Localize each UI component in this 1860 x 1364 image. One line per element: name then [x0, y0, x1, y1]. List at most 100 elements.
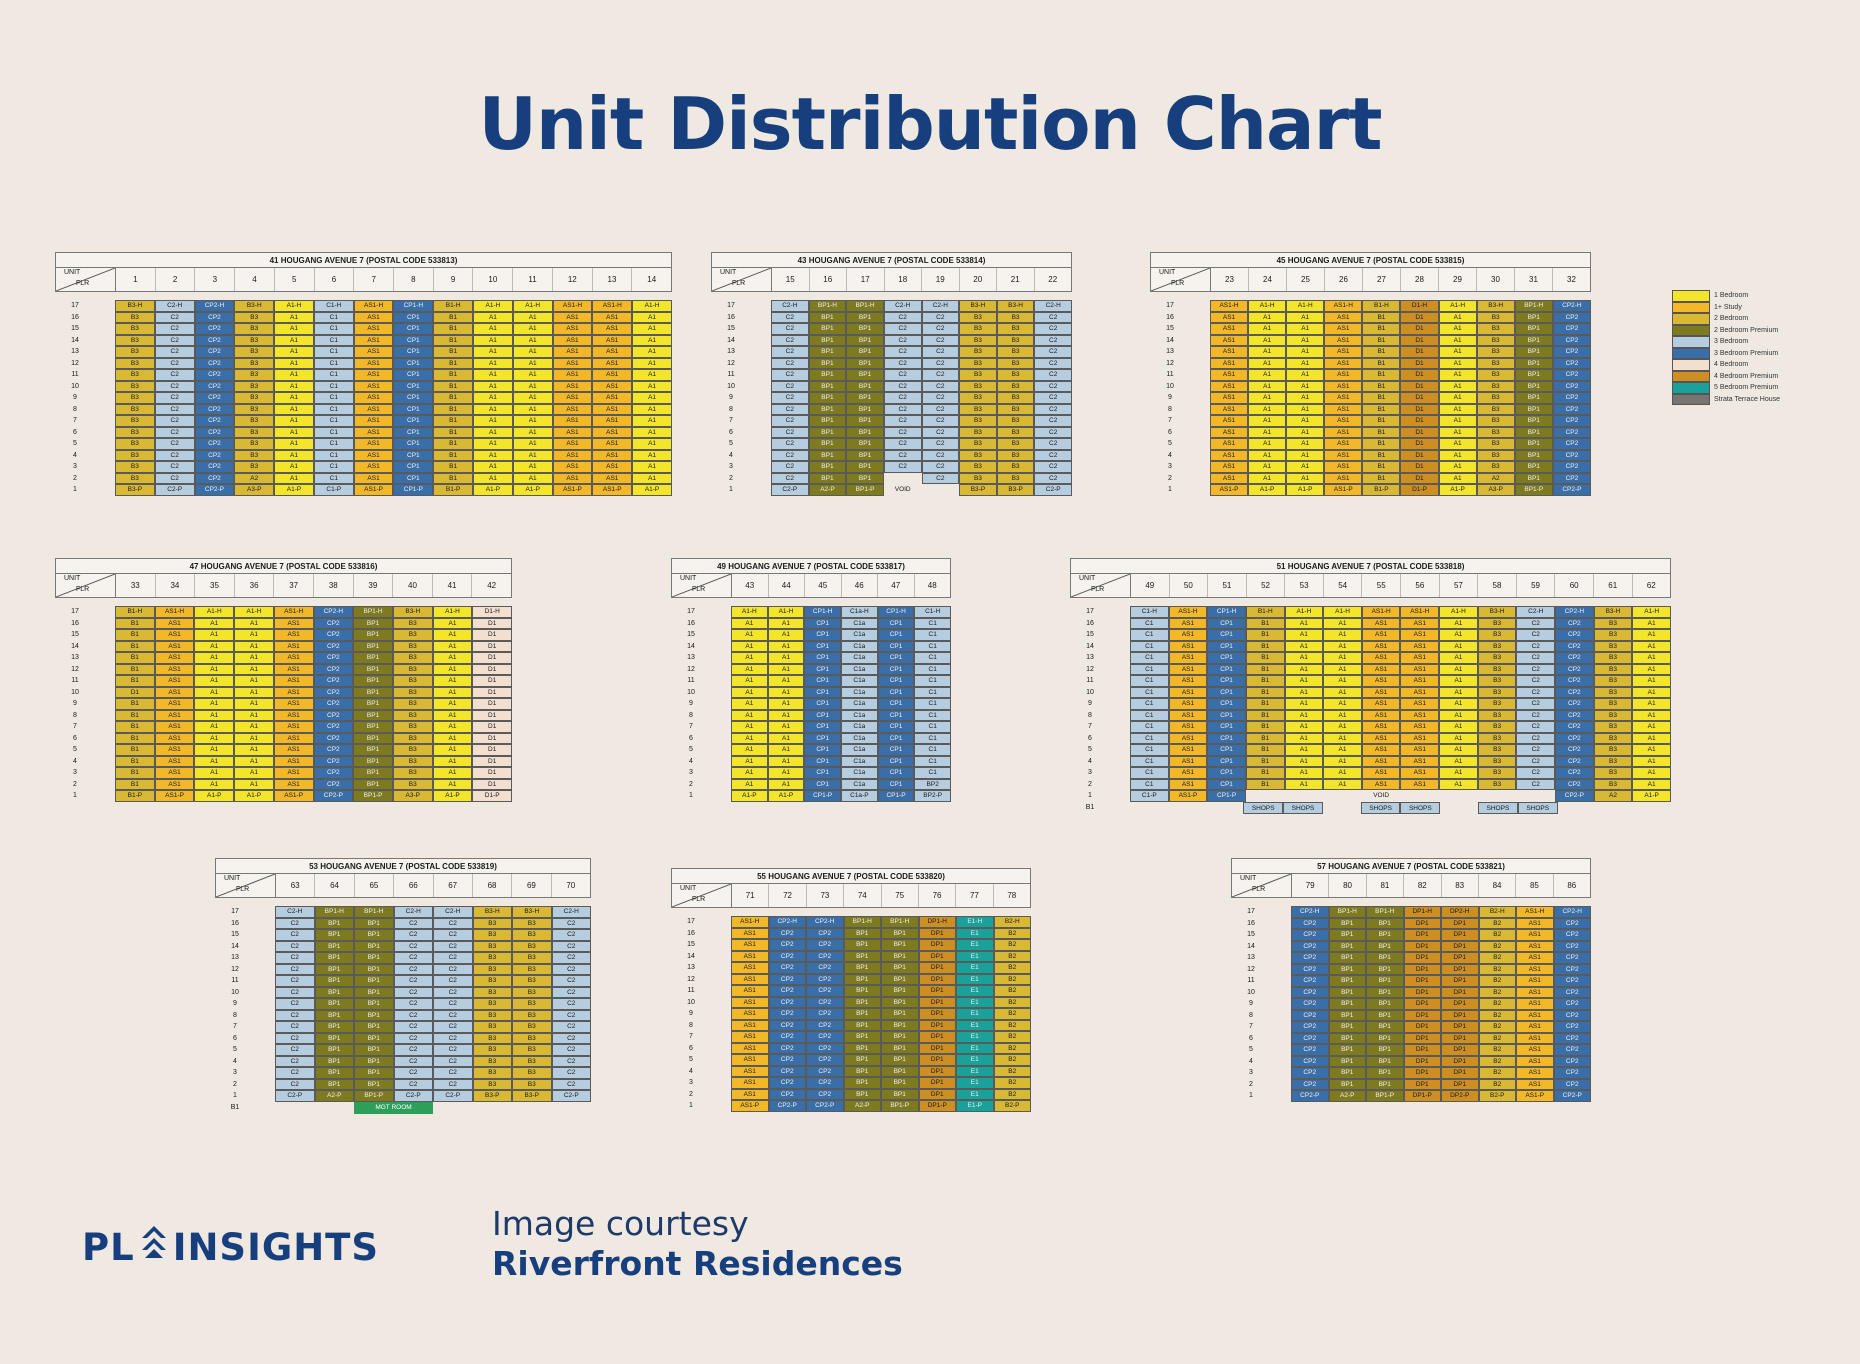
unit-cell: AS1	[154, 640, 195, 652]
unit-cell: BP1	[846, 323, 884, 335]
unit-cell: A1	[1632, 686, 1671, 698]
unit-cell: AS1-H	[1168, 606, 1208, 618]
unit-cell: C1a	[841, 617, 878, 629]
unit-cell: E1	[956, 1019, 994, 1031]
unit-cell: C2	[1034, 438, 1072, 450]
unit-cell: C2	[275, 917, 315, 929]
unit-cell: B1-H	[1245, 606, 1285, 618]
unit-cell: AS1-P	[1168, 790, 1208, 802]
unit-cell: A1	[194, 652, 235, 664]
legend-swatch	[1672, 382, 1710, 394]
unit-cell: B1-P	[115, 790, 155, 802]
unit-cell: A1	[632, 426, 672, 438]
unit-cell: CP2	[313, 652, 354, 664]
unit-cell: C2	[771, 426, 809, 438]
unit-cell: BP1	[808, 403, 847, 415]
unit-cell: CP2	[768, 927, 806, 939]
unit-cell: AS1	[1400, 686, 1440, 698]
unit-cell: B3-H	[959, 300, 997, 312]
unit-cell: C2	[393, 986, 433, 998]
shops-cell: SHOPS	[1478, 801, 1518, 814]
unit-cell: A1	[1438, 426, 1477, 438]
unit-cell: B1	[1245, 767, 1285, 779]
unit-cell: CP2	[313, 721, 354, 733]
unit-cell: CP2	[1555, 732, 1594, 744]
unit-cell: CP2	[1291, 986, 1329, 998]
unit-cell: A1	[1248, 357, 1287, 369]
floor-number: 10	[687, 688, 695, 696]
unit-cell: B1	[115, 629, 155, 641]
unit-cell: A1-H	[1248, 300, 1287, 312]
unit-cell: C2	[921, 323, 960, 335]
shops-cell: SHOPS	[1283, 801, 1323, 814]
unit-cell: CP2-H	[194, 300, 235, 312]
unit-cell: A1	[1439, 686, 1478, 698]
unit-floor-corner: UNIT FLR	[56, 574, 116, 597]
floor-rows: 17 B1-H AS1-H A1-H A1-H AS1-H CP2-H BP1-H B3-H A1…	[55, 606, 513, 802]
unit-cell: BP1	[808, 472, 847, 484]
unit-cell: B1	[1245, 617, 1285, 629]
unit-number: 29	[1439, 268, 1477, 291]
unit-cell: AS1	[1324, 472, 1363, 484]
unit-number: 1	[116, 268, 156, 291]
unit-cell: AS1	[154, 663, 195, 675]
unit-cell: B2	[993, 985, 1031, 997]
unit-cell: A1	[731, 709, 768, 721]
legend-label: 1 Bedroom	[1714, 292, 1749, 300]
unit-cell: C2	[393, 1021, 433, 1033]
unit-cell: B3	[1477, 629, 1517, 641]
floor-row: 3 A1 A1 CP1 C1a CP1 C1	[671, 767, 952, 779]
unit-cell: C2	[275, 952, 315, 964]
unit-cell: A1	[512, 380, 553, 392]
unit-cell: CP2	[1555, 663, 1594, 675]
unit-cell: C2	[433, 940, 473, 952]
unit-header-row: UNIT FLR 71 72 73 74 75 76 77 78	[671, 884, 1031, 908]
unit-cell: C2	[551, 986, 591, 998]
unit-cell: B1	[1362, 334, 1401, 346]
floor-number: 4	[1088, 757, 1092, 765]
floor-number: 3	[73, 769, 77, 776]
unit-cell: A1	[1284, 721, 1324, 733]
building-block: 47 HOUGANG AVENUE 7 (POSTAL CODE 533816)…	[55, 558, 513, 802]
unit-number: 3	[195, 268, 236, 291]
legend-item: 3 Bedroom Premium	[1672, 347, 1780, 359]
unit-cell: C2	[393, 940, 433, 952]
floor-row: 12 AS1 CP2 CP2 BP1 BP1 DP1 E1 B2	[671, 973, 1031, 985]
floor-row: 4 CP2 BP1 BP1 DP1 DP1 B2 AS1 CP2	[1231, 1055, 1591, 1067]
unit-cell: B3	[392, 675, 433, 687]
unit-cell: C2	[154, 426, 195, 438]
floor-row: 1 A1-P A1-P CP1-P C1a-P CP1-P BP2-P	[671, 790, 952, 802]
legend-label: 2 Bedroom Premium	[1714, 326, 1779, 334]
unit-cell: C2	[883, 461, 922, 473]
unit-cell: A1-H	[767, 606, 805, 618]
unit-cell: BP2	[914, 778, 952, 790]
floor-row: 6 A1 A1 CP1 C1a CP1 C1	[671, 732, 952, 744]
unit-cell: B3	[996, 380, 1035, 392]
unit-cell: C2	[921, 438, 960, 450]
floor-number: 3	[729, 463, 733, 470]
floor-row: 8 A1 A1 CP1 C1a CP1 C1	[671, 709, 952, 721]
brand-logo: PL INSIGHTS	[82, 1222, 379, 1269]
unit-cell: AS1	[273, 698, 314, 710]
floor-row: 2 B3 C2 CP2 A2 A1 C1 AS1 CP1 B1 A1 A1 AS1 AS1 A1	[55, 472, 672, 484]
unit-cell: AS1	[154, 721, 195, 733]
unit-cell: B2	[993, 1031, 1031, 1043]
unit-number: 71	[732, 884, 770, 907]
unit-cell: CP1	[804, 732, 842, 744]
unit-cell: B3	[1477, 686, 1517, 698]
unit-cell: B3	[234, 357, 275, 369]
unit-cell: AS1	[1324, 369, 1363, 381]
floor-row: 10 AS1 A1 A1 AS1 B1 D1 A1 B3 BP1 CP2	[1150, 380, 1591, 392]
unit-cell: A1	[432, 686, 473, 698]
unit-header-row: UNIT FLR 63 64 65 66 67 68 69 70	[215, 874, 591, 898]
floor-number: 11	[727, 371, 735, 378]
unit-cell: CP2	[768, 1019, 806, 1031]
unit-cell: BP1	[1328, 929, 1366, 941]
unit-cell: BP1	[843, 1019, 881, 1031]
unit-cell: BP1	[1366, 940, 1404, 952]
unit-cell: BP1	[1366, 986, 1404, 998]
unit-cell: A1	[234, 767, 274, 779]
floor-row: 17 C1-H AS1-H CP1-H B1-H A1-H A1-H AS1-H AS1-H A1…	[1070, 606, 1671, 618]
unit-cell: A1	[512, 438, 553, 450]
floor-row: 9 B1 AS1 A1 A1 AS1 CP2 BP1 B3 A1 D1	[55, 698, 513, 710]
